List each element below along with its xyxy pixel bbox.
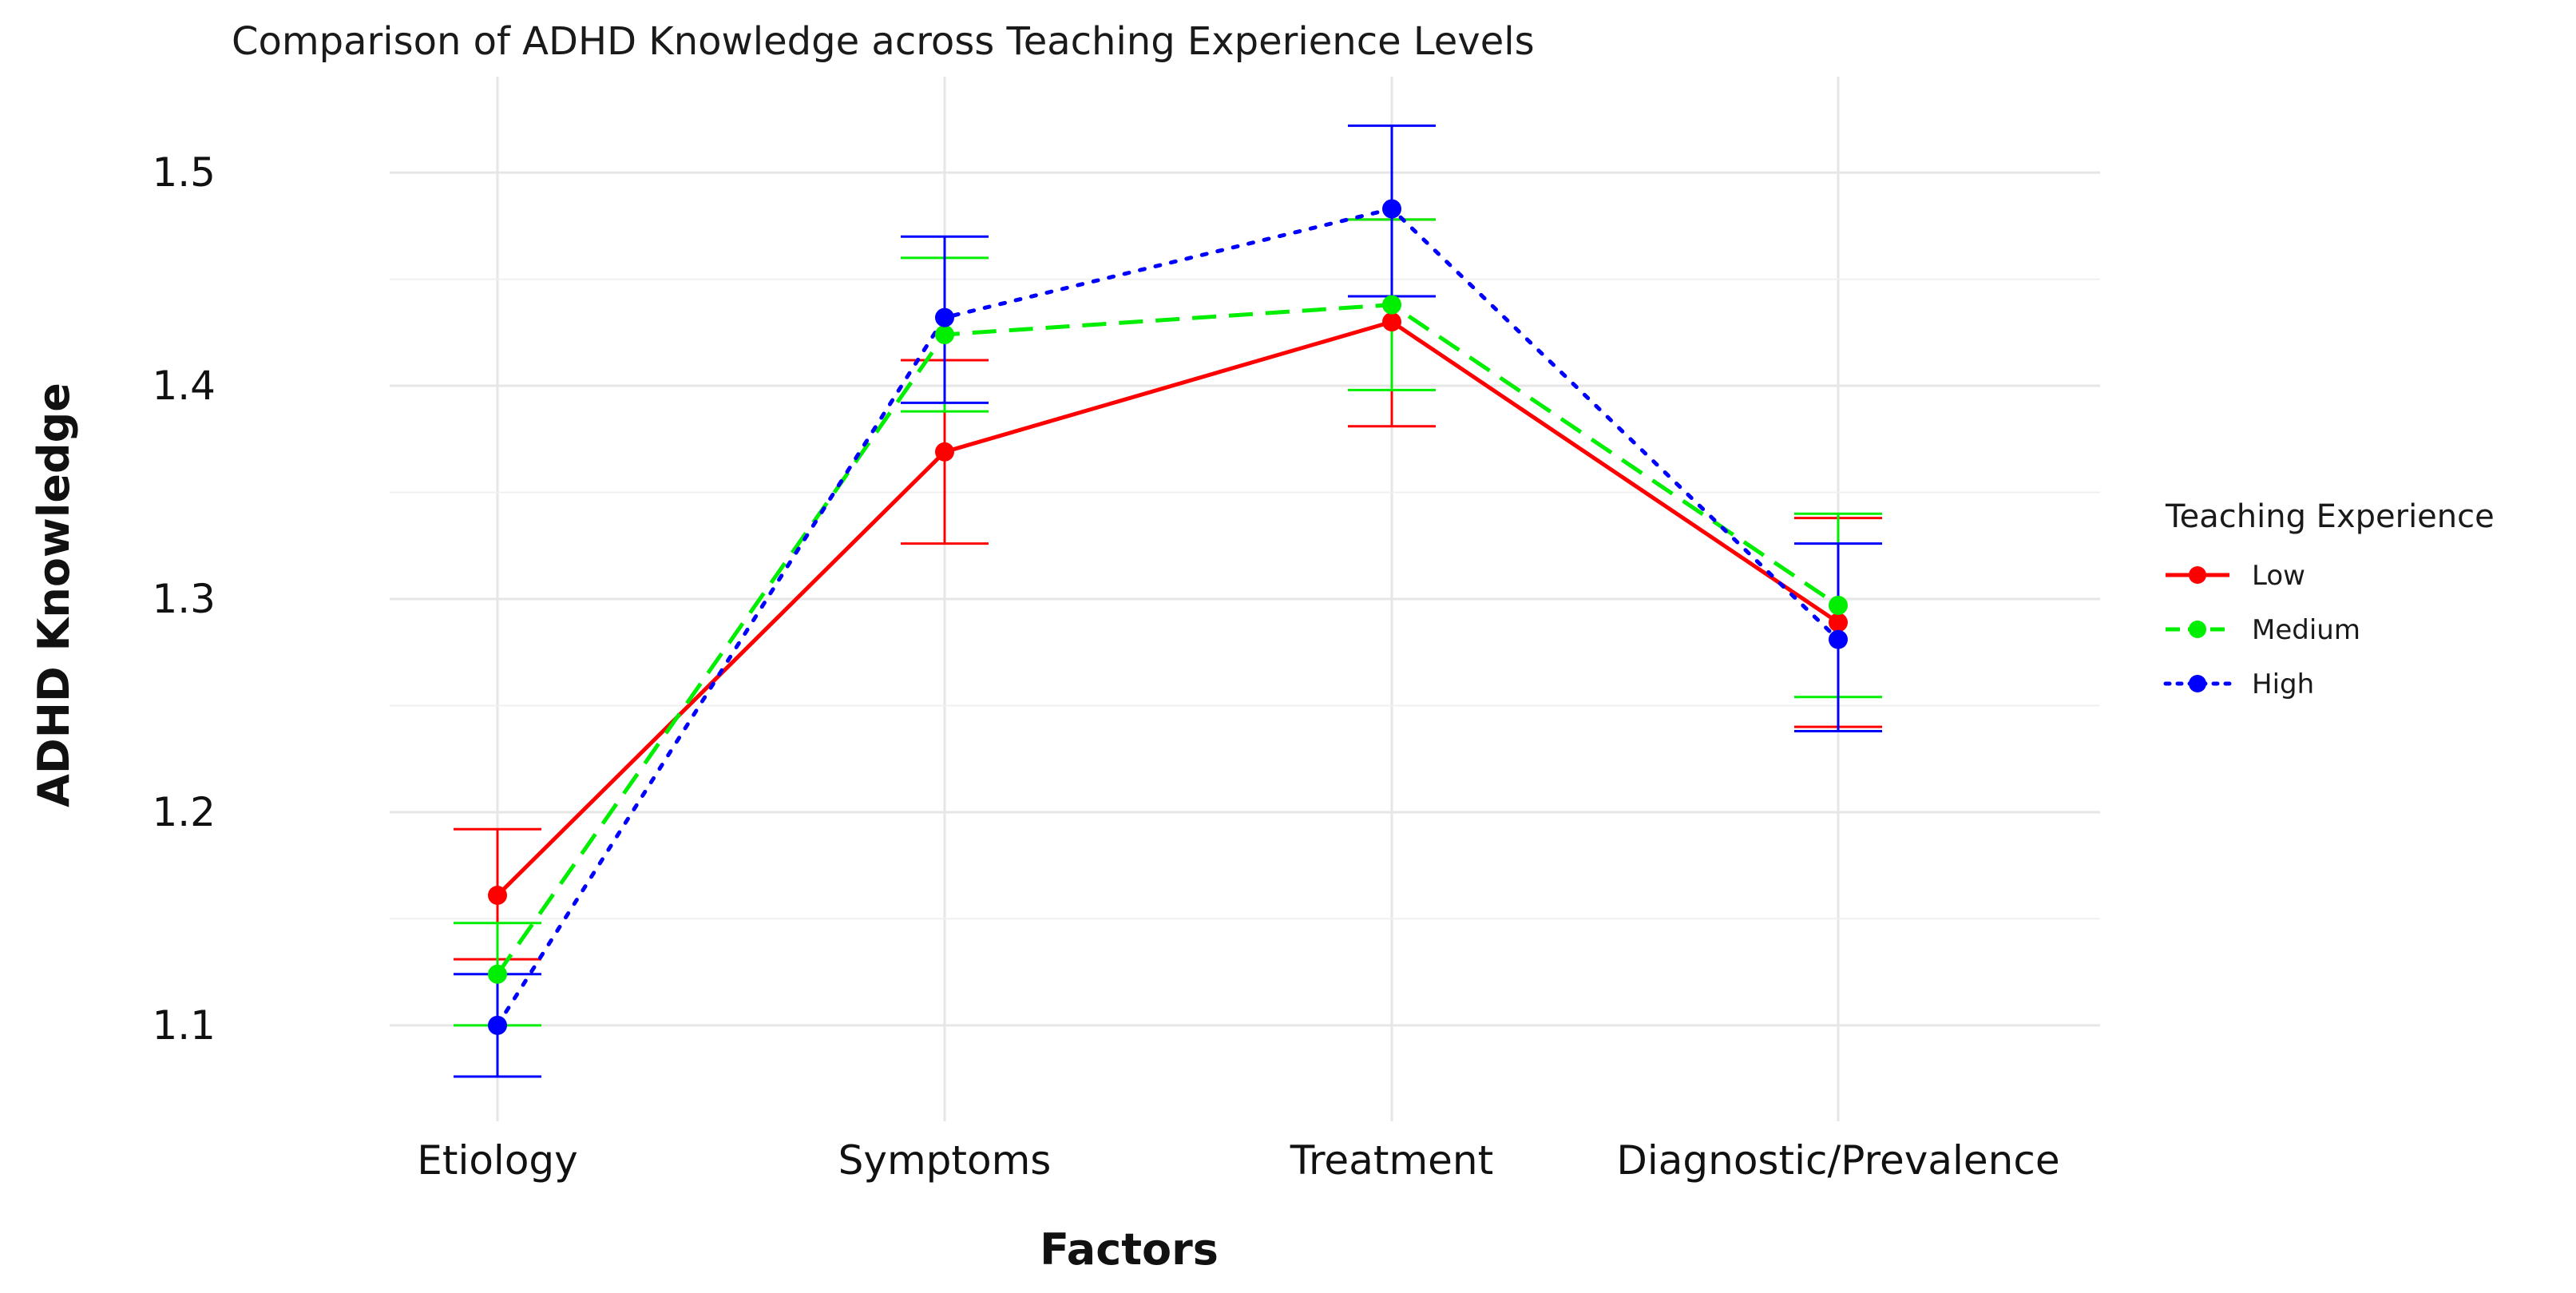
chart-title: Comparison of ADHD Knowledge across Teac… [232,19,1535,64]
series-line-medium [495,303,1840,976]
series-line-high [495,207,1841,1028]
legend-marker-low [2189,566,2206,584]
y-tick-label: 1.5 [152,149,216,196]
point-low-symptoms [935,442,954,462]
y-axis-title: ADHD Knowledge [29,383,79,807]
y-tick-label: 1.2 [152,789,216,835]
y-tick-label: 1.3 [152,576,216,622]
series-lines [495,207,1841,1028]
point-medium-treatment [1382,295,1401,315]
error-bars [454,124,1882,1078]
legend-marker-high [2189,675,2206,692]
legend-item-low: Low [2166,560,2305,592]
point-high-symptoms [935,307,954,327]
x-tick-label-symptoms: Symptoms [838,1137,1052,1184]
x-tick-label-etiology: Etiology [417,1137,578,1184]
legend-item-medium: Medium [2166,614,2360,646]
grid-lines [390,77,2100,1121]
x-tick-labels: Etiology Symptoms Treatment Diagnostic/Prev… [417,1137,2059,1184]
series-line-low [496,319,1840,897]
legend: Teaching Experience Low Medium High [2163,498,2495,700]
x-tick-label-treatment: Treatment [1290,1137,1493,1184]
point-low-diagnostic-prevalence [1829,613,1848,633]
y-tick-labels: 1.1 1.2 1.3 1.4 1.5 [152,149,216,1049]
legend-marker-medium [2189,621,2206,638]
point-medium-diagnostic-prevalence [1829,596,1848,616]
point-high-diagnostic-prevalence [1829,629,1848,649]
y-tick-label: 1.4 [152,363,216,409]
legend-label-medium: Medium [2252,614,2360,646]
legend-title: Teaching Experience [2165,498,2495,535]
y-tick-label: 1.1 [152,1002,216,1049]
x-tick-label-diagnostic-prevalence: Diagnostic/Prevalence [1616,1137,2059,1184]
legend-label-low: Low [2252,560,2305,592]
x-axis-title: Factors [1040,1224,1219,1275]
point-high-treatment [1382,199,1401,219]
point-high-etiology [488,1015,507,1035]
point-medium-etiology [488,964,507,984]
legend-label-high: High [2252,668,2314,700]
point-low-treatment [1382,311,1401,331]
data-points [488,199,1848,1035]
legend-item-high: High [2163,668,2314,700]
point-low-etiology [488,886,507,906]
point-medium-symptoms [935,324,954,344]
